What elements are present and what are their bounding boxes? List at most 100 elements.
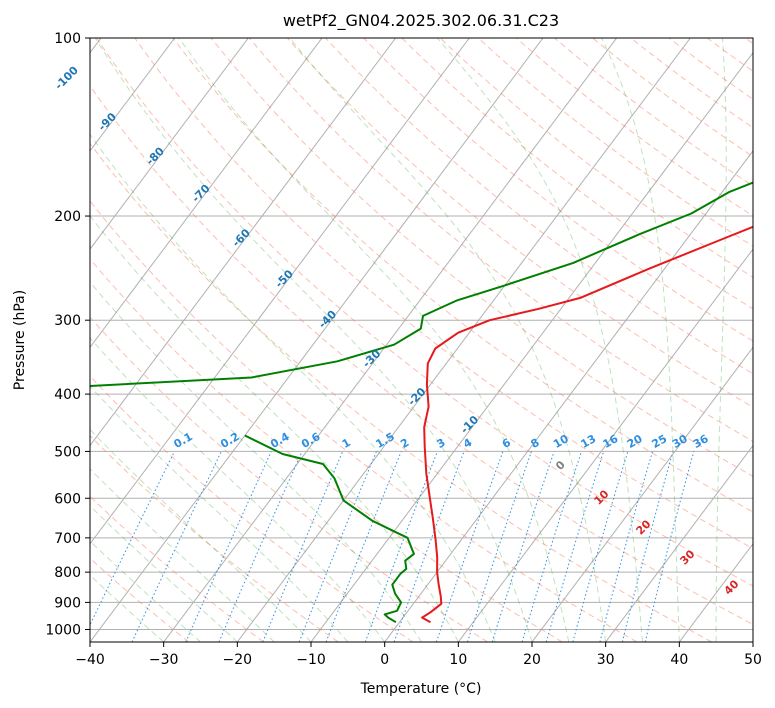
mixing-ratio-line — [185, 451, 272, 642]
dry-adiabat — [248, 38, 753, 443]
isotherm-label: 40 — [722, 577, 742, 597]
isotherm-line — [310, 51, 753, 642]
dry-adiabat — [439, 38, 753, 278]
mixing-ratio-label: 6 — [500, 436, 513, 451]
isotherm-label: 30 — [678, 547, 698, 567]
dry-adiabat — [90, 142, 712, 642]
x-tick-label: 30 — [597, 652, 615, 668]
moist-adiabat — [94, 38, 533, 642]
dry-adiabat — [477, 38, 753, 247]
series-line-temperature — [421, 225, 753, 624]
isotherm-label: -50 — [273, 267, 296, 290]
moist-adiabat — [90, 428, 312, 642]
isotherm-line — [90, 38, 470, 545]
moist-adiabat — [90, 337, 386, 642]
x-tick-label: −20 — [223, 652, 253, 668]
y-tick-label: 500 — [54, 444, 81, 460]
isotherm-line — [236, 38, 691, 642]
moist-adiabat — [90, 540, 201, 642]
isotherm-label: -90 — [96, 110, 119, 133]
dry-adiabat — [90, 200, 638, 642]
x-tick-label: 40 — [670, 652, 688, 668]
y-tick-label: 900 — [54, 595, 81, 611]
dry-adiabat — [90, 495, 264, 642]
moist-adiabat — [90, 468, 275, 642]
x-axis-label: Temperature (°C) — [360, 681, 482, 697]
isotherm-line — [90, 38, 249, 250]
isotherm-line — [531, 346, 753, 642]
moist-adiabat — [90, 215, 459, 642]
x-tick-label: −40 — [75, 652, 105, 668]
dry-adiabat — [90, 84, 753, 626]
dry-adiabat — [96, 38, 753, 587]
mixing-ratio-label: 20 — [625, 432, 645, 451]
mixing-ratio-line — [599, 451, 654, 642]
mixing-ratio-label: 8 — [528, 436, 541, 451]
mixing-ratio-label: 1 — [340, 436, 353, 451]
dry-adiabat — [363, 38, 753, 342]
mixing-ratio-line — [393, 451, 465, 642]
mixing-ratio-line — [131, 451, 222, 642]
y-tick-label: 700 — [54, 531, 81, 547]
isotherm-line — [457, 248, 753, 642]
dry-adiabat — [287, 38, 753, 408]
mixing-ratio-label: 0.4 — [268, 430, 292, 451]
mixing-ratio-line — [262, 451, 344, 642]
dry-adiabat — [325, 38, 753, 375]
isotherm-label: 0 — [553, 458, 568, 473]
mixing-ratio-label: 3 — [434, 436, 447, 451]
isotherm-line — [678, 542, 753, 642]
isotherm-line — [163, 38, 618, 642]
dry-adiabat — [90, 557, 190, 642]
x-tick-label: 0 — [380, 652, 389, 668]
moist-adiabat — [436, 38, 643, 642]
moist-adiabat — [90, 281, 422, 642]
mixing-ratio-label: 0.2 — [218, 430, 241, 451]
isotherm-label: -30 — [360, 347, 383, 370]
mixing-ratio-line — [467, 451, 532, 642]
dry-adiabat — [706, 38, 753, 72]
x-tick-label: −30 — [149, 652, 179, 668]
mixing-ratio-line — [435, 451, 504, 642]
isotherm-label: -20 — [405, 385, 428, 408]
mixing-ratio-line — [572, 451, 629, 642]
y-axis-label: Pressure (hPa) — [12, 290, 28, 390]
isotherm-line — [90, 38, 176, 152]
isotherm-line — [752, 641, 753, 642]
moist-adiabat — [90, 133, 496, 642]
isotherm-label: -70 — [189, 182, 212, 205]
dry-adiabat — [90, 258, 563, 642]
y-tick-label: 400 — [54, 387, 81, 403]
isotherm-line — [90, 38, 323, 349]
dry-adiabat — [516, 38, 753, 217]
moist-adiabat — [90, 505, 238, 642]
x-tick-label: 10 — [449, 652, 467, 668]
mixing-ratio-line — [90, 451, 175, 626]
plot-area — [90, 38, 753, 642]
dry-adiabat — [172, 38, 753, 513]
mixing-ratio-label: 4 — [461, 436, 474, 451]
moist-adiabat — [752, 621, 753, 642]
mixing-ratio-line — [621, 451, 674, 642]
moist-adiabat — [90, 385, 349, 642]
mixing-ratio-label: 0.6 — [299, 430, 323, 451]
dry-adiabat — [401, 38, 753, 310]
series-line-dewpoint-upper- — [90, 181, 753, 388]
moist-adiabat — [601, 38, 680, 642]
mixing-ratio-line — [644, 451, 695, 642]
y-tick-label: 600 — [54, 491, 81, 507]
x-tick-label: 50 — [744, 652, 762, 668]
mixing-ratio-label: 13 — [579, 432, 599, 451]
x-tick-label: −10 — [296, 652, 326, 668]
mixing-ratio-label: 0.1 — [171, 430, 194, 451]
series-line-dewpoint — [244, 434, 415, 624]
mixing-ratio-label: 10 — [551, 432, 571, 451]
isotherm-label: -80 — [144, 144, 167, 167]
dry-adiabat — [90, 316, 488, 642]
y-tick-label: 200 — [54, 209, 81, 225]
moist-adiabat — [178, 38, 570, 642]
mixing-ratio-line — [545, 451, 605, 642]
y-tick-label: 100 — [54, 31, 81, 47]
mixing-ratio-line — [218, 451, 303, 642]
